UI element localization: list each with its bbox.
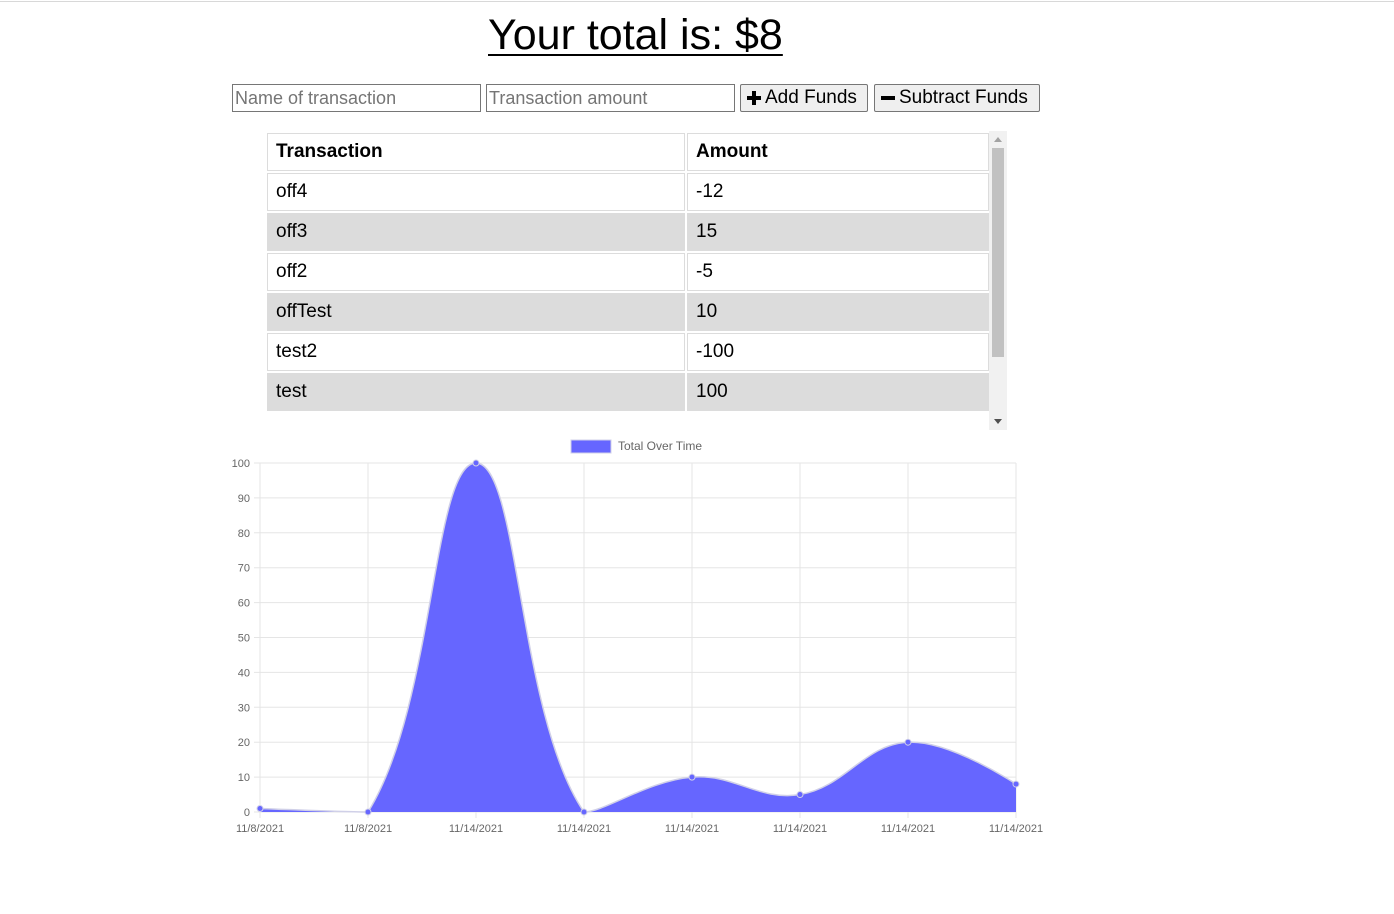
y-tick-label: 50	[238, 633, 250, 645]
y-tick-label: 80	[238, 528, 250, 540]
data-point	[256, 805, 264, 813]
x-tick-label: 11/8/2021	[344, 823, 392, 835]
table-row: test2 -100	[267, 333, 989, 371]
legend-swatch	[570, 439, 612, 454]
y-tick-label: 90	[238, 493, 250, 505]
transaction-name-cell: off4	[267, 173, 685, 211]
minus-icon	[881, 91, 895, 105]
x-tick-label: 11/14/2021	[881, 823, 935, 835]
transaction-name-input[interactable]	[232, 84, 481, 112]
data-point	[472, 459, 480, 467]
table-row: off3 15	[267, 213, 989, 251]
transaction-amount-input[interactable]	[486, 84, 735, 112]
table-row: offTest 10	[267, 293, 989, 331]
table-header-row: Transaction Amount	[267, 133, 989, 171]
series-line	[259, 462, 1017, 813]
scroll-up-arrow-icon[interactable]	[994, 137, 1002, 142]
scroll-down-arrow-icon[interactable]	[994, 419, 1002, 424]
transaction-amount-cell: -100	[687, 333, 989, 371]
transaction-name-cell: test2	[267, 333, 685, 371]
x-tick-label: 11/8/2021	[236, 823, 284, 835]
legend-label: Total Over Time	[618, 439, 702, 453]
transaction-name-cell: offTest	[267, 293, 685, 331]
transaction-amount-cell: 15	[687, 213, 989, 251]
data-point	[904, 738, 912, 746]
add-funds-label: Add Funds	[765, 87, 857, 108]
y-tick-label: 60	[238, 598, 250, 610]
column-header-amount: Amount	[687, 133, 989, 171]
x-tick-label: 11/14/2021	[557, 823, 611, 835]
y-tick-label: 100	[232, 458, 250, 470]
transaction-amount-cell: -5	[687, 253, 989, 291]
x-tick-label: 11/14/2021	[989, 823, 1043, 835]
table-row: test 100	[267, 373, 989, 411]
transaction-name-cell: off2	[267, 253, 685, 291]
data-point	[688, 773, 696, 781]
y-tick-label: 30	[238, 702, 250, 714]
x-tick-label: 11/14/2021	[449, 823, 503, 835]
data-point	[796, 791, 804, 799]
add-funds-button[interactable]: Add Funds	[740, 84, 868, 112]
y-tick-label: 40	[238, 667, 250, 679]
transaction-amount-cell: -12	[687, 173, 989, 211]
top-divider	[0, 1, 1394, 2]
transaction-amount-cell: 100	[687, 373, 989, 411]
transactions-table: Transaction Amount off4 -12 off3 15 off2…	[265, 131, 991, 413]
table-scrollbar[interactable]	[989, 131, 1007, 430]
transaction-name-cell: off3	[267, 213, 685, 251]
subtract-funds-button[interactable]: Subtract Funds	[874, 84, 1040, 112]
x-tick-label: 11/14/2021	[773, 823, 827, 835]
table-row: off2 -5	[267, 253, 989, 291]
y-tick-label: 70	[238, 563, 250, 575]
series-area	[260, 463, 1016, 812]
data-point	[1012, 780, 1020, 788]
scrollbar-thumb[interactable]	[992, 148, 1004, 357]
data-point	[580, 808, 588, 816]
transactions-table-container[interactable]: Transaction Amount off4 -12 off3 15 off2…	[265, 131, 1007, 430]
subtract-funds-label: Subtract Funds	[899, 87, 1028, 108]
y-tick-label: 0	[244, 807, 250, 819]
transaction-name-cell: test	[267, 373, 685, 411]
y-tick-label: 20	[238, 737, 250, 749]
data-point	[364, 808, 372, 816]
transaction-amount-cell: 10	[687, 293, 989, 331]
x-tick-label: 11/14/2021	[665, 823, 719, 835]
table-row: off4 -12	[267, 173, 989, 211]
total-heading: Your total is: $8	[488, 11, 783, 59]
column-header-transaction: Transaction	[267, 133, 685, 171]
y-tick-label: 10	[238, 772, 250, 784]
plus-icon	[747, 91, 761, 105]
